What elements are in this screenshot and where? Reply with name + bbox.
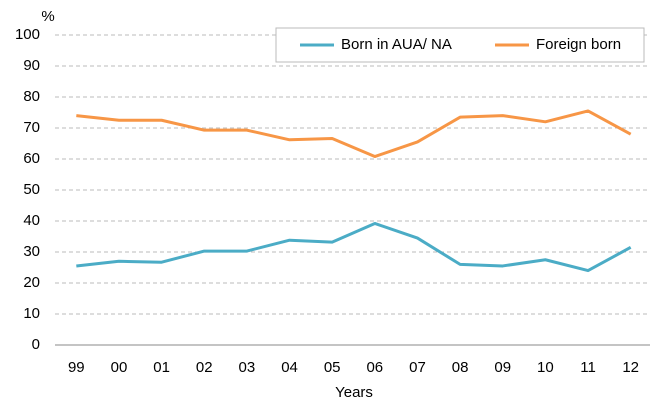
series-line	[76, 109, 632, 159]
y-tick-label: 60	[23, 150, 40, 167]
x-tick-label: 03	[239, 359, 256, 376]
y-tick-label: 30	[23, 243, 40, 260]
x-tick-label: 11	[580, 359, 596, 376]
y-tick-label: 90	[23, 57, 40, 74]
x-tick-label: 99	[68, 359, 85, 376]
y-tick-label: 100	[15, 26, 40, 43]
x-tick-label: 07	[409, 359, 426, 376]
y-tick-label: 40	[23, 212, 40, 229]
x-tick-label: 00	[111, 359, 128, 376]
y-tick-label: 80	[23, 88, 40, 105]
y-tick-label: 70	[23, 119, 40, 136]
x-tick-label: 01	[153, 359, 170, 376]
x-tick-label: 02	[196, 359, 213, 376]
series-line	[76, 221, 632, 273]
y-tick-label: 0	[32, 336, 40, 353]
legend-box	[275, 27, 645, 63]
x-tick-label: 06	[366, 359, 383, 376]
x-tick-label: 08	[452, 359, 469, 376]
x-tick-label: 09	[494, 359, 511, 376]
x-tick-label: 12	[622, 359, 639, 376]
y-tick-label: 50	[23, 181, 40, 198]
legend-label: Born in AUA/ NA	[341, 36, 452, 53]
x-tick-label: 04	[281, 359, 298, 376]
x-tick-label: 10	[537, 359, 554, 376]
y-tick-label: 20	[23, 274, 40, 291]
y-unit-label: %	[41, 8, 54, 25]
legend-label: Foreign born	[536, 36, 621, 53]
x-axis-label: Years	[335, 384, 373, 401]
x-tick-label: 05	[324, 359, 341, 376]
y-tick-label: 10	[23, 305, 40, 322]
